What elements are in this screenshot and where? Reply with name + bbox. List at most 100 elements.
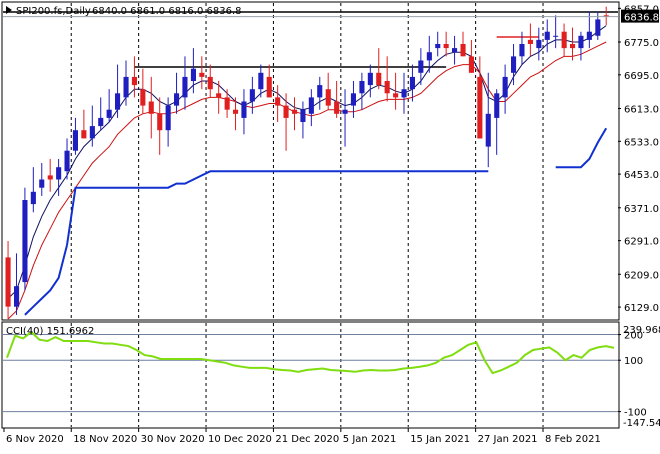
candle	[586, 11, 592, 49]
candle-body	[578, 35, 584, 49]
candle	[485, 72, 491, 168]
candle-body	[81, 130, 87, 139]
candle	[292, 97, 298, 131]
candle-body	[359, 81, 365, 94]
price-tick-label: 6533.0	[624, 137, 659, 148]
candle-body	[165, 105, 171, 131]
candle-body	[418, 60, 424, 73]
candle-body	[367, 72, 373, 86]
candle	[98, 97, 104, 131]
candle-body	[460, 44, 466, 57]
candle-body	[561, 31, 567, 49]
candle-body	[511, 56, 517, 73]
last-price-box	[621, 9, 659, 23]
candle-body	[544, 31, 550, 40]
candle-body	[376, 72, 382, 86]
candle-body	[452, 48, 458, 53]
candle-body	[325, 89, 331, 106]
candle-body	[72, 130, 78, 151]
time-axis: 6 Nov 2020 18 Nov 2020 30 Nov 2020 10 Dec 2…	[3, 428, 601, 445]
candle-body	[199, 72, 205, 77]
candle	[367, 64, 373, 98]
cci-legend: CCI(40) 151.6962	[6, 326, 94, 337]
candle-body	[435, 44, 441, 49]
candle-body	[477, 76, 483, 139]
candle-body	[502, 76, 508, 98]
candle	[561, 23, 567, 57]
price-tick-label: 6209.0	[624, 270, 659, 281]
candle	[81, 109, 87, 139]
candle-body	[384, 81, 390, 94]
candle-body	[283, 105, 289, 118]
candle	[350, 80, 356, 118]
price-tick-label: 6613.0	[624, 105, 659, 116]
candle-body	[409, 76, 415, 90]
candle	[308, 89, 314, 127]
candle	[199, 56, 205, 90]
candle	[519, 31, 525, 65]
candle	[207, 64, 213, 98]
candle	[578, 31, 584, 61]
candle-body	[241, 101, 247, 118]
cci-panel-frame	[1, 321, 620, 429]
candle-body	[249, 89, 255, 102]
candle	[157, 97, 163, 155]
candle-body	[106, 109, 112, 118]
candle	[502, 64, 508, 114]
candle-body	[64, 150, 70, 172]
price-tick-label: 6775.0	[624, 38, 659, 49]
ohlc-label: 6840.0 6861.0 6816.0 6836.8	[92, 6, 242, 17]
cci-tick-label: 200	[624, 331, 643, 342]
candle-body	[39, 179, 45, 188]
candle	[443, 31, 449, 57]
grid-lines	[70, 3, 544, 427]
candle-body	[350, 93, 356, 106]
candle	[317, 76, 323, 110]
candle-body	[89, 126, 95, 139]
candle-body	[443, 44, 449, 49]
candle	[544, 19, 550, 53]
candle	[72, 117, 78, 155]
candle-body	[603, 15, 609, 17]
time-tick-label: 18 Nov 2020	[73, 434, 137, 445]
candle	[477, 56, 483, 139]
candle	[460, 31, 466, 57]
candle	[249, 76, 255, 114]
candles	[5, 6, 609, 319]
candle-body	[553, 35, 559, 37]
candle	[595, 11, 601, 40]
candle-body	[258, 72, 264, 90]
candle	[300, 101, 306, 139]
candle	[64, 138, 70, 180]
candle-body	[308, 97, 314, 114]
candle-body	[123, 76, 129, 98]
candle	[258, 64, 264, 98]
candle-body	[182, 76, 188, 98]
candle	[393, 72, 399, 110]
time-tick-label: 6 Nov 2020	[6, 434, 64, 445]
candle	[39, 163, 45, 196]
candle	[241, 89, 247, 135]
candle	[570, 27, 576, 61]
candle	[384, 56, 390, 102]
candle	[224, 89, 230, 118]
time-tick-label: 8 Feb 2021	[545, 434, 601, 445]
candle-body	[5, 257, 11, 307]
level-lines	[3, 11, 618, 68]
candle-body	[148, 101, 154, 114]
candle-body	[216, 93, 222, 98]
candle	[182, 56, 188, 110]
candle	[123, 60, 129, 106]
time-tick-label: 10 Dec 2020	[208, 434, 272, 445]
candle-body	[570, 44, 576, 49]
candle	[325, 72, 331, 110]
candle	[409, 64, 415, 102]
time-tick-label: 15 Jan 2021	[410, 434, 470, 445]
cci-line	[6, 330, 615, 375]
candle-body	[224, 97, 230, 110]
time-tick-label: 21 Dec 2020	[275, 434, 339, 445]
price-tick-label: 6129.0	[624, 303, 659, 314]
candle	[527, 23, 533, 57]
candle-body	[190, 68, 196, 81]
